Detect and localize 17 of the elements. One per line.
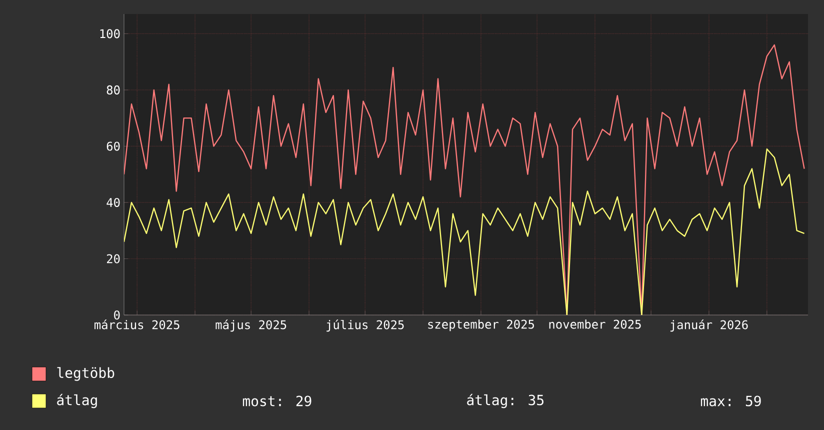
- x-tick-label: szeptember 2025: [428, 320, 534, 332]
- text: átlag: 35: [467, 394, 544, 408]
- x-tick-label: július 2025: [326, 320, 404, 332]
- legend-label: átlag: [57, 394, 97, 408]
- y-tick-label: 0: [114, 310, 120, 320]
- y-tick-label: 60: [106, 142, 120, 151]
- x-tick-label: március 2025: [94, 320, 180, 330]
- x-tick-label: november 2025: [549, 320, 641, 329]
- y-tick-label: 20: [106, 254, 120, 264]
- y-tick-label: 80: [106, 85, 120, 94]
- x-tick-label: január 2026: [670, 320, 748, 332]
- y-tick-label: 40: [106, 198, 120, 207]
- legend-label: legtöbb: [57, 367, 114, 381]
- y-tick-label: 100: [100, 29, 120, 38]
- text: max: 59: [700, 396, 761, 406]
- x-tick-label: május 2025: [216, 320, 286, 332]
- text: most: 29: [242, 396, 312, 406]
